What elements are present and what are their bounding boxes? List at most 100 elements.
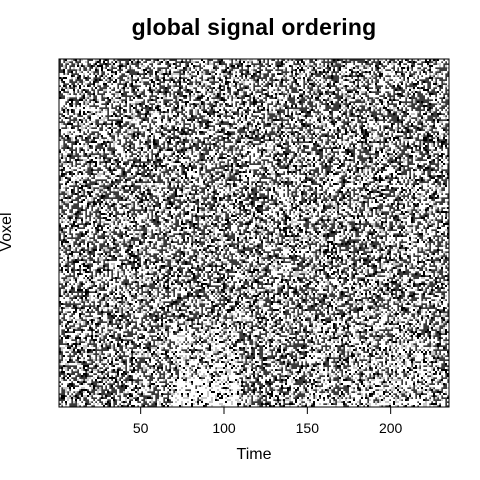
heatmap-cell [325,97,328,100]
heatmap-cell [441,103,444,106]
heatmap-cell [257,65,260,68]
heatmap-cell [85,63,88,66]
heatmap-cell [253,59,256,62]
heatmap-cell [333,143,336,146]
heatmap-cell [307,79,310,82]
heatmap-cell [271,143,274,146]
heatmap-cell [159,127,162,130]
heatmap-cell [157,109,160,112]
heatmap-cell [195,107,198,110]
heatmap-cell [179,117,182,120]
heatmap-cell [99,59,102,62]
heatmap-cell [371,105,374,108]
heatmap-cell [293,75,296,78]
heatmap-cell [307,75,310,78]
heatmap-cell [195,109,198,112]
heatmap-cell [341,69,344,72]
heatmap-cell [189,131,192,134]
heatmap-cell [323,123,326,126]
heatmap-cell [91,121,94,124]
heatmap-cell [351,147,354,150]
heatmap-cell [169,133,172,136]
heatmap-cell [209,147,212,150]
heatmap-cell [227,101,230,104]
heatmap-cell [333,93,336,96]
heatmap-cell [401,85,404,88]
heatmap-cell [359,77,362,80]
heatmap-cell [433,139,436,142]
heatmap-cell [167,69,170,72]
heatmap-cell [351,93,354,96]
heatmap-cell [371,109,374,112]
heatmap-cell [325,81,328,84]
heatmap-cell [171,71,174,74]
heatmap-cell [71,127,74,130]
heatmap-cell [245,125,248,128]
heatmap-cell [85,83,88,86]
heatmap-cell [115,89,118,92]
heatmap-cell [79,119,82,122]
heatmap-cell [253,61,256,64]
heatmap-cell [403,99,406,102]
heatmap-cell [65,81,68,84]
heatmap-cell [367,91,370,94]
heatmap-cell [157,103,160,106]
heatmap-cell [187,73,190,76]
heatmap-cell [179,143,182,146]
heatmap-cell [173,89,176,92]
heatmap-cell [161,105,164,108]
heatmap-cell [153,63,156,66]
heatmap-cell [73,115,76,118]
heatmap-cell [135,69,138,72]
heatmap-cell [403,109,406,112]
heatmap-cell [373,147,376,150]
heatmap-cell [113,109,116,112]
heatmap-cell [425,75,428,78]
heatmap-cell [427,93,430,96]
heatmap-cell [405,75,408,78]
heatmap-cell [75,109,78,112]
heatmap-cell [225,93,228,96]
heatmap-cell [329,73,332,76]
heatmap-cell [439,95,442,98]
heatmap-cell [443,77,446,80]
heatmap-cell [415,135,418,138]
heatmap-cell [381,123,384,126]
heatmap-cell [67,103,70,106]
heatmap-cell [417,117,420,120]
heatmap-cell [219,119,222,122]
heatmap-cell [117,73,120,76]
heatmap-cell [155,67,158,70]
heatmap-cell [433,69,436,72]
heatmap-cell [187,69,190,72]
heatmap-cell [59,107,62,110]
heatmap-cell [381,139,384,142]
heatmap-cell [349,141,352,144]
heatmap-cell [359,129,362,132]
heatmap-cell [235,115,238,118]
heatmap-cell [151,145,154,148]
heatmap-cell [63,69,66,72]
heatmap-cell [361,135,364,138]
heatmap-cell [313,117,316,120]
heatmap-cell [297,109,300,112]
heatmap-cell [147,129,150,132]
heatmap-cell [91,115,94,118]
heatmap-cell [401,143,404,146]
heatmap-cell [443,71,446,74]
heatmap-cell [101,77,104,80]
heatmap-cell [335,127,338,130]
heatmap-cell [133,61,136,64]
heatmap-cell [357,109,360,112]
heatmap-cell [257,87,260,90]
heatmap-cell [135,143,138,146]
heatmap-cell [327,125,330,128]
heatmap-cell [427,73,430,76]
heatmap-cell [83,61,86,64]
heatmap-cell [249,149,252,152]
heatmap-cell [69,111,72,114]
heatmap-cell [141,87,144,90]
heatmap-cell [431,75,434,78]
heatmap-cell [385,97,388,100]
heatmap-cell [209,115,212,118]
